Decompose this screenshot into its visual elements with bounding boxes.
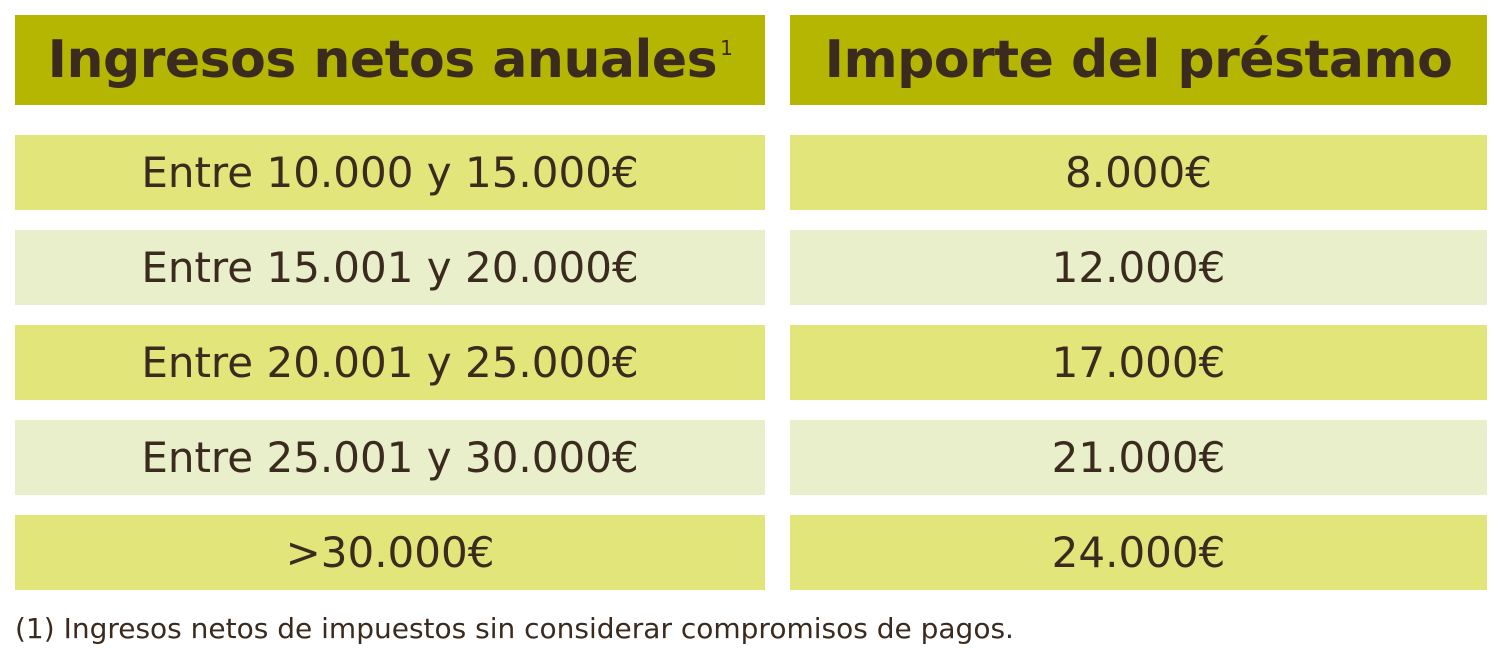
table-cell: Entre 15.001 y 20.000€ (15, 230, 765, 305)
table-cell: Entre 25.001 y 30.000€ (15, 420, 765, 495)
table-cell: 17.000€ (790, 325, 1487, 400)
table-cell: Entre 20.001 y 25.000€ (15, 325, 765, 400)
footnote: (1) Ingresos netos de impuestos sin cons… (15, 612, 1014, 645)
header-text: Importe del préstamo (824, 30, 1453, 90)
table-cell: Entre 10.000 y 15.000€ (15, 135, 765, 210)
table-cell: 8.000€ (790, 135, 1487, 210)
footnote-mark: 1 (720, 36, 733, 60)
table-cell: 12.000€ (790, 230, 1487, 305)
header-cell: Importe del préstamo (790, 15, 1487, 105)
header-cell: Ingresos netos anuales 1 (15, 15, 765, 105)
table-cell: >30.000€ (15, 515, 765, 590)
table-cell: 21.000€ (790, 420, 1487, 495)
table-cell: 24.000€ (790, 515, 1487, 590)
header-text: Ingresos netos anuales (47, 30, 718, 90)
